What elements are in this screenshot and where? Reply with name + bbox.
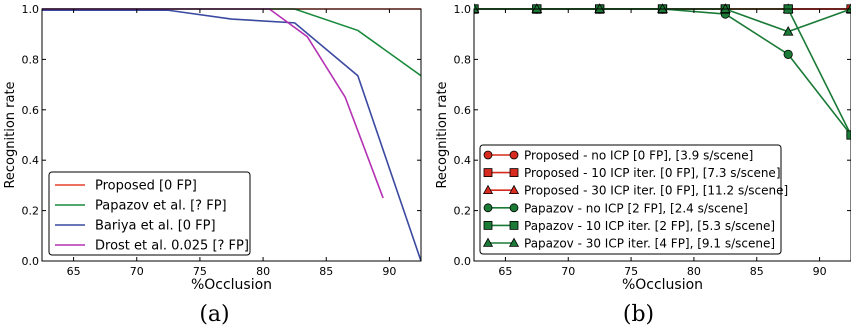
y-tick-label: 0.0 [22,255,40,268]
legend-marker [508,237,520,247]
legend-label-2: Papazov et al. [? FP] [95,199,227,214]
y-tick-label: 0.4 [22,154,40,167]
panel-caption: (b) [623,302,654,327]
x-axis-label: %Occlusion [622,277,703,293]
legend-marker [509,203,519,213]
legend-marker [483,150,493,160]
series-6-point-6 [782,26,794,36]
legend-marker [508,184,520,195]
x-axis-label: %Occlusion [191,277,272,293]
x-tick-label: 90 [813,265,827,278]
legend-marker [482,237,494,247]
y-axis-label: Recognition rate [435,81,450,188]
legend-label-3: Bariya et al. [0 FP] [95,219,216,234]
legend-label-4: Drost et al. 0.025 [? FP] [95,239,249,254]
y-tick-label: 0.6 [22,104,40,117]
chart-panel-a: 65 70 75 80 85 90 0.0 0.2 0.4 0.6 0.8 1.0 %Occlusion… [3,3,422,327]
legend-label-4: Papazov - no ICP [2 FP], [2.4 s/scene] [524,201,748,215]
legend-marker [482,184,494,195]
x-tick-label: 85 [319,265,333,278]
legend-label-3: Proposed - 30 ICP iter. [0 FP], [11.2 s/… [524,184,788,198]
legend: Proposed - no ICP [0 FP], [3.9 s/scene] P… [479,144,788,255]
legend-label-1: Proposed [0 FP] [95,179,197,194]
y-tick-label: 0.0 [454,255,472,268]
x-tick-label: 65 [498,265,512,278]
legend-label-1: Proposed - no ICP [0 FP], [3.9 s/scene] [524,149,753,163]
series-6-point-7 [845,3,851,13]
y-tick-label: 0.2 [454,205,472,218]
legend-marker [483,220,493,230]
plot-frame [41,8,422,262]
legend-box [479,144,782,255]
x-tick-label: 80 [687,265,701,278]
series-line-3 [42,9,421,262]
x-tick-label: 70 [130,265,144,278]
x-tick-label: 65 [67,265,81,278]
x-tick-label: 85 [750,265,764,278]
y-tick-label: 1.0 [22,3,40,16]
x-tick-label: 75 [193,265,207,278]
series-line-5 [474,8,851,136]
legend-marker [509,220,519,230]
legend-box [48,171,251,256]
y-tick-label: 1.0 [454,3,472,16]
series-4-point-6 [783,49,793,59]
series-5-point-7 [846,130,851,140]
series-6-point-5 [720,3,731,13]
x-tick-label: 90 [382,265,396,278]
y-axis-label: Recognition rate [3,81,18,188]
legend-marker [483,203,493,213]
legend: Proposed [0 FP] Papazov et al. [? FP] Bari… [48,171,251,256]
panel-caption: (a) [199,302,229,327]
legend-marker [483,168,493,178]
series-6-point-3 [594,3,605,13]
legend-marker [509,150,519,160]
series-line-4 [474,8,851,136]
series-6-point-1 [474,3,480,13]
series-line-4 [42,8,384,199]
y-tick-label: 0.8 [22,53,40,66]
x-tick-label: 70 [561,265,575,278]
plot-frame [473,8,851,262]
y-tick-label: 0.6 [454,104,472,117]
y-tick-label: 0.8 [454,53,472,66]
legend-label-6: Papazov - 30 ICP iter. [4 FP], [9.1 s/sc… [524,237,775,251]
series-6-point-2 [531,3,543,13]
chart-panel-b: 65 70 75 80 85 90 0.0 0.2 0.4 0.6 0.8 1.0 %Occlusion… [435,3,851,327]
y-tick-label: 0.2 [22,205,40,218]
series-group [474,3,851,140]
x-tick-label: 80 [256,265,270,278]
legend-label-2: Proposed - 10 ICP iter. [0 FP], [7.3 s/s… [524,166,781,180]
x-tick-label: 75 [624,265,638,278]
legend-label-5: Papazov - 10 ICP iter. [2 FP], [5.3 s/sc… [524,219,775,233]
y-tick-label: 0.4 [454,154,472,167]
legend-marker [509,168,519,178]
series-6-point-4 [657,3,668,13]
